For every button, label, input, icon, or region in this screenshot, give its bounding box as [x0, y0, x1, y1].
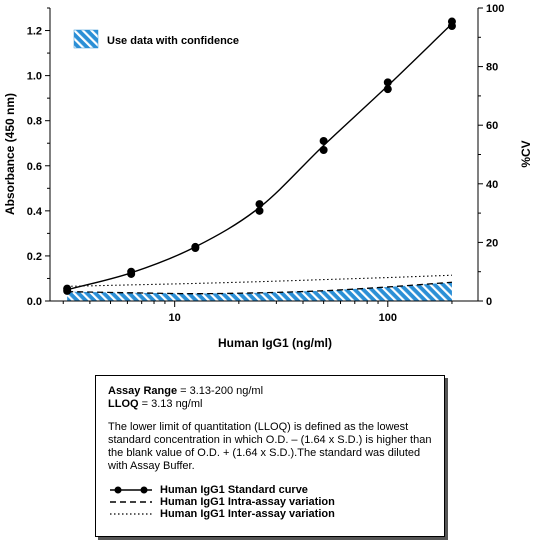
data-point	[127, 269, 136, 278]
y-tick-label: 0.6	[27, 161, 42, 173]
data-point	[383, 78, 392, 87]
assay-range-value: = 3.13-200 ng/ml	[177, 385, 264, 397]
legend-item-standard-curve: Human IgG1 Standard curve	[108, 484, 432, 496]
x-axis-title: Human IgG1 (ng/ml)	[218, 336, 332, 350]
chart: 0.0 0.2 0.4 0.6 0.8 1.0 1.2 0 20 40 60 80 100 10 100 U…	[3, 3, 533, 350]
series-line-solid	[66, 23, 453, 291]
data-point	[319, 145, 328, 154]
data-point	[447, 22, 456, 31]
dotted-line-icon	[110, 513, 152, 515]
legend-item-intra-assay: Human IgG1 Intra-assay variation	[108, 496, 432, 508]
data-point	[63, 286, 72, 295]
y-tick-label: 0.2	[27, 251, 42, 263]
y-tick-label: 1.2	[27, 26, 42, 38]
series-line-dotted	[67, 274, 452, 287]
data-point	[255, 200, 264, 209]
legend-label-standard-curve: Human IgG1 Standard curve	[160, 483, 308, 496]
data-point	[319, 136, 328, 145]
x-tick-label: 100	[379, 312, 397, 324]
y-tick-label: 0.4	[27, 206, 43, 218]
legend-item-inter-assay: Human IgG1 Inter-assay variation	[108, 508, 432, 520]
series-legend: Human IgG1 Standard curve Human IgG1 Int…	[108, 484, 432, 520]
series-line-dashed	[67, 281, 452, 295]
data-point	[191, 244, 200, 253]
lloq-description: The lower limit of quantitation (LLOQ) i…	[108, 421, 432, 472]
confidence-legend-label: Use data with confidence	[107, 35, 239, 47]
assay-range-line: Assay Range = 3.13-200 ng/ml	[108, 385, 432, 398]
lloq-line: LLOQ = 3.13 ng/ml	[108, 398, 432, 411]
y-tick-label: 0.8	[27, 116, 42, 128]
dashed-line-icon	[110, 501, 152, 503]
y2-tick-label: 40	[486, 179, 498, 191]
plot-area: 0.0 0.2 0.4 0.6 0.8 1.0 1.2 0 20 40 60 80 100 10 100	[27, 3, 505, 324]
legend-label-intra-assay: Human IgG1 Intra-assay variation	[160, 495, 335, 508]
data-point	[255, 206, 264, 215]
y2-tick-label: 100	[486, 3, 504, 15]
confidence-region	[67, 282, 452, 301]
confidence-legend-swatch	[73, 29, 99, 49]
y2-tick-label: 0	[486, 296, 492, 308]
y2-tick-label: 60	[486, 120, 498, 132]
y2-tick-label: 80	[486, 62, 498, 74]
assay-info-box: Assay Range = 3.13-200 ng/ml LLOQ = 3.13…	[95, 375, 445, 537]
y2-tick-label: 20	[486, 237, 498, 249]
y-tick-label: 0.0	[27, 296, 42, 308]
x-tick-label: 10	[169, 312, 181, 324]
data-point	[383, 85, 392, 94]
assay-range-label: Assay Range	[108, 385, 178, 397]
y-axis-title: Absorbance (450 nm)	[3, 93, 17, 215]
lloq-label: LLOQ	[108, 398, 139, 410]
lloq-value: = 3.13 ng/ml	[138, 398, 203, 410]
legend-label-inter-assay: Human IgG1 Inter-assay variation	[160, 507, 335, 520]
y2-axis-title: %CV	[519, 140, 533, 167]
solid-line-dot-icon	[110, 486, 152, 494]
y-tick-label: 1.0	[27, 71, 42, 83]
